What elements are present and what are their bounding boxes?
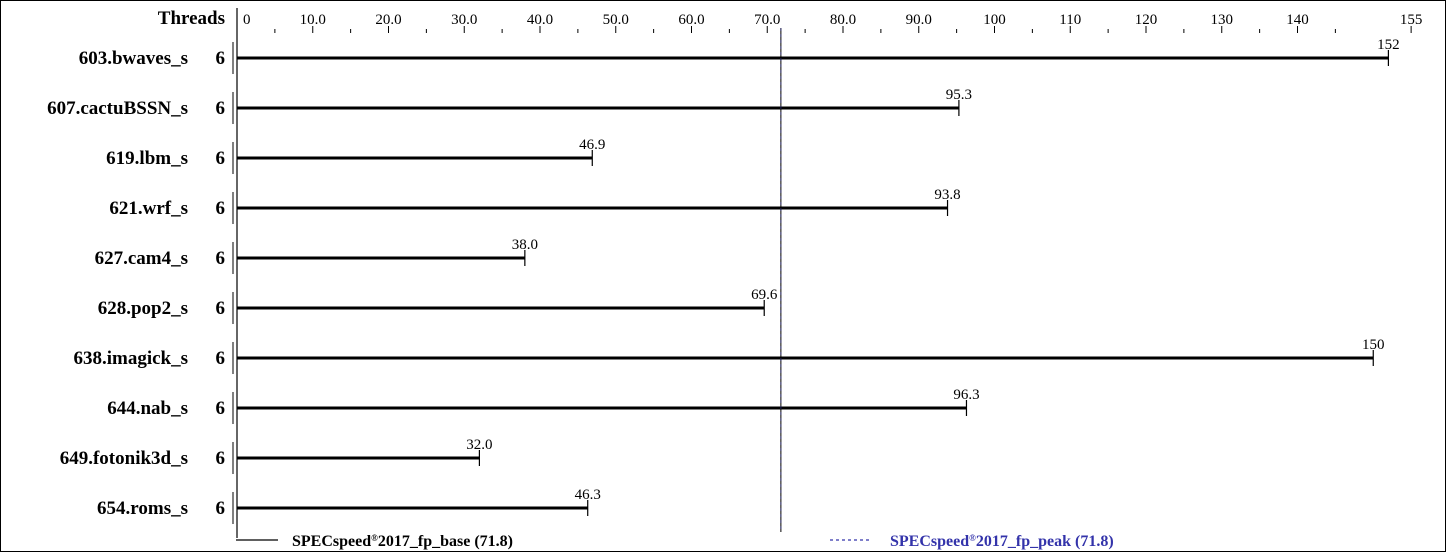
x-tick-label: 10.0 [300, 12, 326, 28]
x-tick-label: 40.0 [527, 12, 553, 28]
benchmark-name: 638.imagick_s [73, 348, 188, 369]
legend-base-label: SPECspeed®2017_fp_base (71.8) [292, 533, 513, 550]
benchmark-threads: 6 [216, 348, 226, 369]
benchmark-name: 628.pop2_s [98, 298, 188, 319]
x-tick-label: 110 [1059, 12, 1081, 28]
benchmark-name: 627.cam4_s [95, 248, 188, 269]
benchmark-name: 621.wrf_s [109, 198, 188, 219]
x-tick-label: 70.0 [754, 12, 780, 28]
value-label: 32.0 [466, 437, 492, 453]
value-label: 95.3 [946, 87, 972, 103]
x-tick-label: 120 [1135, 12, 1158, 28]
benchmark-threads: 6 [216, 148, 226, 169]
x-tick-label: 50.0 [603, 12, 629, 28]
value-label: 38.0 [512, 237, 538, 253]
value-label: 46.3 [575, 487, 601, 503]
x-tick-label: 140 [1286, 12, 1309, 28]
benchmark-name: 644.nab_s [107, 398, 188, 419]
benchmark-name: 607.cactuBSSN_s [47, 98, 188, 119]
benchmark-threads: 6 [216, 448, 226, 469]
x-tick-label: 155 [1400, 12, 1423, 28]
benchmark-name: 649.fotonik3d_s [60, 448, 188, 469]
value-label: 69.6 [751, 287, 778, 303]
x-tick-label: 20.0 [375, 12, 401, 28]
legend: SPECspeed®2017_fp_base (71.8) SPECspeed®… [236, 533, 1114, 550]
benchmark-threads: 6 [216, 498, 226, 519]
benchmark-name: 654.roms_s [97, 498, 188, 519]
benchmark-threads: 6 [216, 298, 226, 319]
x-tick-label: 30.0 [451, 12, 477, 28]
value-label: 46.9 [579, 137, 605, 153]
value-label: 93.8 [934, 187, 960, 203]
bars: 152 95.3 46.9 93.8 38.0 69.6 150 96.3 32.0 46.3 [232, 37, 1400, 524]
value-label: 152 [1377, 37, 1400, 53]
threads-header: Threads [158, 8, 225, 29]
x-tick-label: 80.0 [830, 12, 856, 28]
legend-peak-label: SPECspeed®2017_fp_peak (71.8) [890, 533, 1114, 550]
benchmark-threads: 6 [216, 398, 226, 419]
benchmark-labels: Threads 603.bwaves_s 6 607.cactuBSSN_s 6 619.… [47, 8, 225, 519]
benchmark-threads: 6 [216, 98, 226, 119]
x-tick-label: 90.0 [906, 12, 932, 28]
benchmark-name: 619.lbm_s [106, 148, 188, 169]
value-label: 96.3 [953, 387, 979, 403]
x-tick-label: 60.0 [678, 12, 704, 28]
benchmark-name: 603.bwaves_s [79, 48, 188, 69]
x-tick-label: 100 [983, 12, 1006, 28]
x-axis: 0 10.0 20.0 30.0 40.0 50.0 60.0 70.0 80.0 90.0 100… [236, 8, 1423, 538]
x-tick-label: 0 [243, 12, 251, 28]
benchmark-threads: 6 [216, 248, 226, 269]
benchmark-threads: 6 [216, 198, 226, 219]
x-tick-label: 130 [1211, 12, 1234, 28]
benchmark-threads: 6 [216, 48, 226, 69]
value-label: 150 [1362, 337, 1385, 353]
